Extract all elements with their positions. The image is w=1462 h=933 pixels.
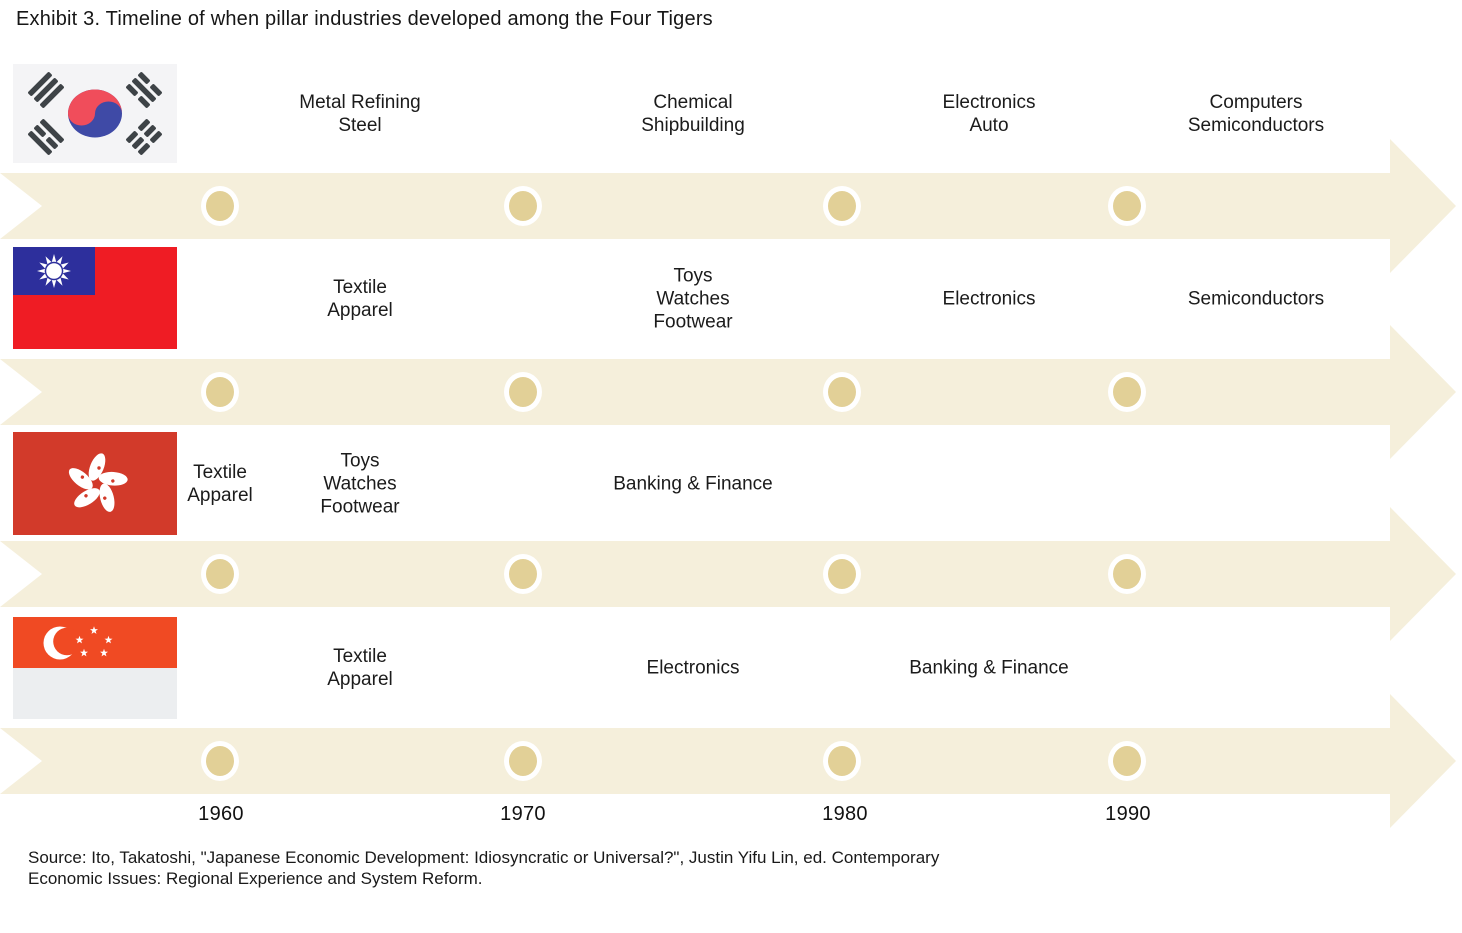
timeline-dot-1970 — [504, 186, 542, 226]
south-korea-flag — [13, 64, 177, 163]
industry-label: Electronics — [942, 288, 1036, 310]
year-label-1960: 1960 — [198, 803, 244, 825]
singapore-flag — [13, 617, 177, 719]
timeline-dot-1990 — [1108, 554, 1146, 594]
industry-label: Textile Apparel — [327, 277, 393, 321]
industry-label: Metal Refining Steel — [299, 92, 421, 136]
year-label-1990: 1990 — [1105, 803, 1151, 825]
timeline-dot-1960 — [201, 741, 239, 781]
industry-label: Computers Semiconductors — [1187, 92, 1325, 136]
source-note: Source: Ito, Takatoshi, "Japanese Econom… — [28, 848, 940, 888]
industry-label: Semiconductors — [1187, 288, 1325, 310]
industry-label: Textile Apparel — [327, 646, 393, 690]
timeline-dot-1960 — [201, 554, 239, 594]
industry-label: Toys Watches Footwear — [320, 450, 400, 518]
taiwan-flag — [13, 247, 177, 349]
timeline-dot-1970 — [504, 372, 542, 412]
industry-label: Banking & Finance — [909, 657, 1069, 679]
timeline-dot-1990 — [1108, 741, 1146, 781]
timeline-dot-1980 — [823, 741, 861, 781]
timeline-dot-1990 — [1108, 372, 1146, 412]
timeline-dot-1980 — [823, 186, 861, 226]
hong-kong-flag — [13, 432, 177, 535]
industry-label: Banking & Finance — [613, 473, 773, 495]
timeline-dot-1960 — [201, 186, 239, 226]
timeline-dot-1970 — [504, 554, 542, 594]
timeline-dot-1980 — [823, 372, 861, 412]
year-label-1970: 1970 — [500, 803, 546, 825]
timeline-dot-1990 — [1108, 186, 1146, 226]
timeline-dot-1970 — [504, 741, 542, 781]
exhibit-title: Exhibit 3. Timeline of when pillar indus… — [16, 8, 713, 30]
industry-label: Textile Apparel — [187, 462, 253, 506]
year-label-1980: 1980 — [822, 803, 868, 825]
industry-label: Toys Watches Footwear — [653, 265, 733, 333]
timeline-dot-1980 — [823, 554, 861, 594]
industry-label: Chemical Shipbuilding — [641, 92, 745, 136]
timeline-dot-1960 — [201, 372, 239, 412]
industry-label: Electronics Auto — [942, 92, 1036, 136]
industry-label: Electronics — [646, 657, 740, 679]
